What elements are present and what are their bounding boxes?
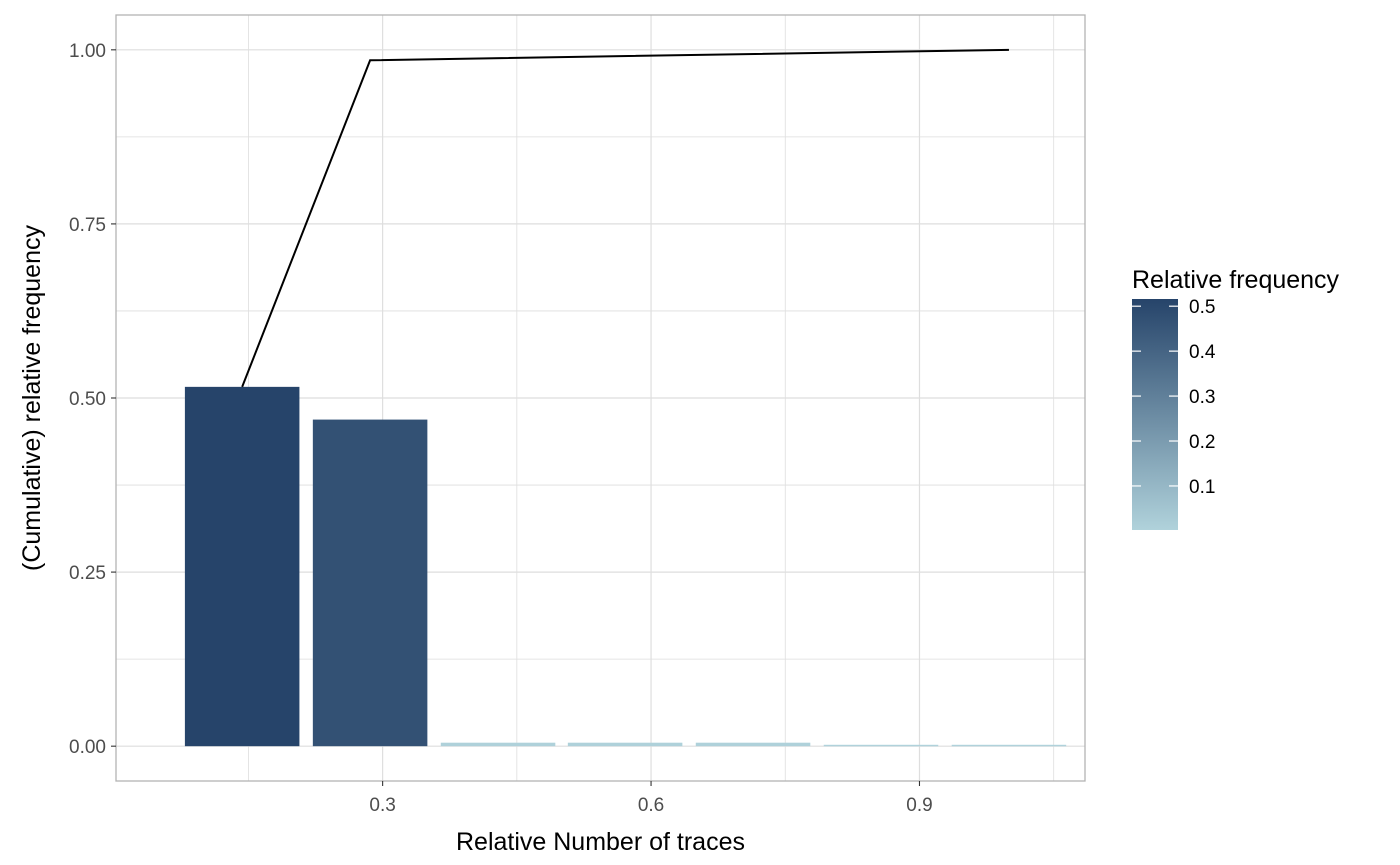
- y-axis-title: (Cumulative) relative frequency: [18, 225, 46, 571]
- y-tick-label: 0.75: [69, 215, 106, 236]
- y-tick-label: 0.00: [69, 737, 106, 758]
- legend-colorbar: [1132, 299, 1178, 530]
- cumulative-line-layer: [241, 48, 1009, 388]
- legend-ticks: 0.1 0.2 0.3 0.4 0.5: [1132, 297, 1216, 498]
- legend-tick-label: 0.4: [1189, 342, 1216, 363]
- x-tick-label: 0.3: [369, 795, 395, 816]
- legend-tick-label: 0.3: [1189, 387, 1215, 408]
- legend: Relative frequency 0.1 0.2 0.3 0.4 0.5: [1132, 266, 1340, 530]
- bar-2: [312, 419, 428, 747]
- y-axis-ticks: 0.00 0.25 0.50 0.75 1.00: [69, 41, 116, 758]
- bar-3: [440, 742, 556, 747]
- bar-series: [184, 386, 1067, 747]
- y-tick-label: 0.50: [69, 389, 106, 410]
- x-axis-title: Relative Number of traces: [456, 828, 745, 856]
- legend-tick-label: 0.5: [1189, 297, 1215, 318]
- x-axis-ticks: 0.3 0.6 0.9: [369, 781, 933, 816]
- bar-7: [951, 744, 1067, 747]
- bar-4: [567, 742, 683, 747]
- bar-1: [184, 386, 300, 747]
- y-tick-label: 1.00: [69, 41, 106, 62]
- y-tick-label: 0.25: [69, 563, 106, 584]
- bar-6: [823, 744, 939, 747]
- x-tick-label: 0.6: [638, 795, 664, 816]
- legend-tick-label: 0.2: [1189, 432, 1215, 453]
- cumulative-line: [241, 48, 1009, 388]
- legend-tick-label: 0.1: [1189, 477, 1215, 498]
- bar-5: [695, 742, 811, 747]
- x-tick-label: 0.9: [906, 795, 932, 816]
- legend-title: Relative frequency: [1132, 266, 1340, 294]
